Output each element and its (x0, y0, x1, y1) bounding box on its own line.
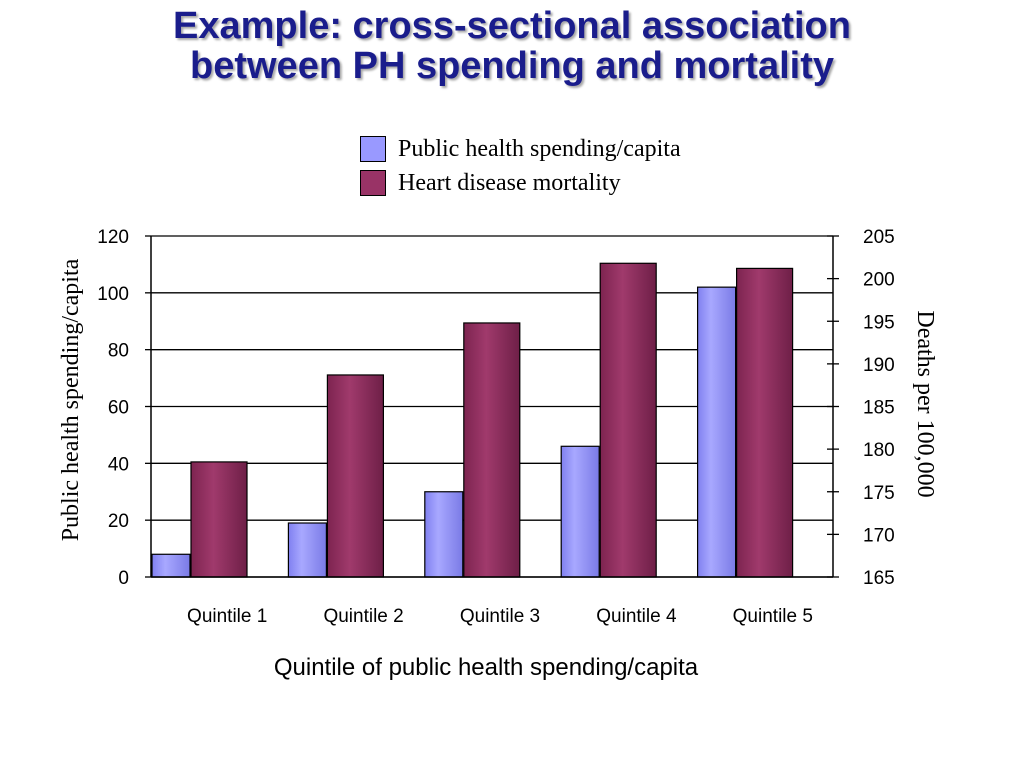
legend-item-mortality: Heart disease mortality (360, 166, 681, 200)
bar-spending (424, 491, 464, 578)
bar-spending (560, 445, 600, 578)
legend-label-mortality: Heart disease mortality (398, 169, 621, 196)
title-line-2: between PH spending and mortality (190, 45, 834, 87)
right-tick-label: 190 (863, 355, 895, 376)
bar-mortality (599, 262, 657, 578)
x-tick-label: Quintile 4 (596, 606, 677, 627)
bar-mortality (190, 461, 248, 578)
right-tick-label: 165 (863, 568, 895, 589)
bar-mortality (326, 374, 384, 578)
right-tick-label: 200 (863, 270, 895, 291)
slide-title: Example: cross-sectional association bet… (0, 6, 1024, 86)
right-axis-title: Deaths per 100,000 (912, 310, 938, 497)
right-tick-label: 205 (863, 227, 895, 248)
right-tick-label: 175 (863, 483, 895, 504)
left-tick-label: 40 (108, 454, 129, 475)
x-tick-label: Quintile 2 (323, 606, 403, 627)
right-tick-label: 170 (863, 525, 895, 546)
x-tick-label: Quintile 5 (733, 606, 813, 627)
left-tick-label: 100 (97, 284, 129, 305)
right-tick-label: 185 (863, 398, 895, 419)
left-tick-label: 0 (118, 568, 129, 589)
bar-spending (151, 553, 191, 578)
bar-spending (287, 522, 327, 578)
left-tick-label: 80 (108, 341, 129, 362)
left-tick-label: 20 (108, 511, 129, 532)
right-tick-label: 180 (863, 440, 895, 461)
right-tick-label: 195 (863, 312, 895, 333)
legend-swatch-spending (360, 136, 386, 162)
chart-legend: Public health spending/capita Heart dise… (360, 132, 681, 200)
bar-mortality (735, 267, 794, 578)
x-axis-title: Quintile of public health spending/capit… (274, 654, 699, 681)
left-tick-label: 60 (108, 398, 129, 419)
bar-spending (696, 286, 737, 578)
left-axis-title: Public health spending/capita (58, 258, 84, 541)
x-tick-label: Quintile 3 (460, 606, 540, 627)
legend-label-spending: Public health spending/capita (398, 135, 681, 162)
x-tick-label: Quintile 1 (187, 606, 267, 627)
title-line-1: Example: cross-sectional association (173, 5, 851, 47)
legend-swatch-mortality (360, 170, 386, 196)
legend-item-spending: Public health spending/capita (360, 132, 681, 166)
left-tick-label: 120 (97, 227, 129, 248)
bar-mortality (463, 322, 521, 578)
